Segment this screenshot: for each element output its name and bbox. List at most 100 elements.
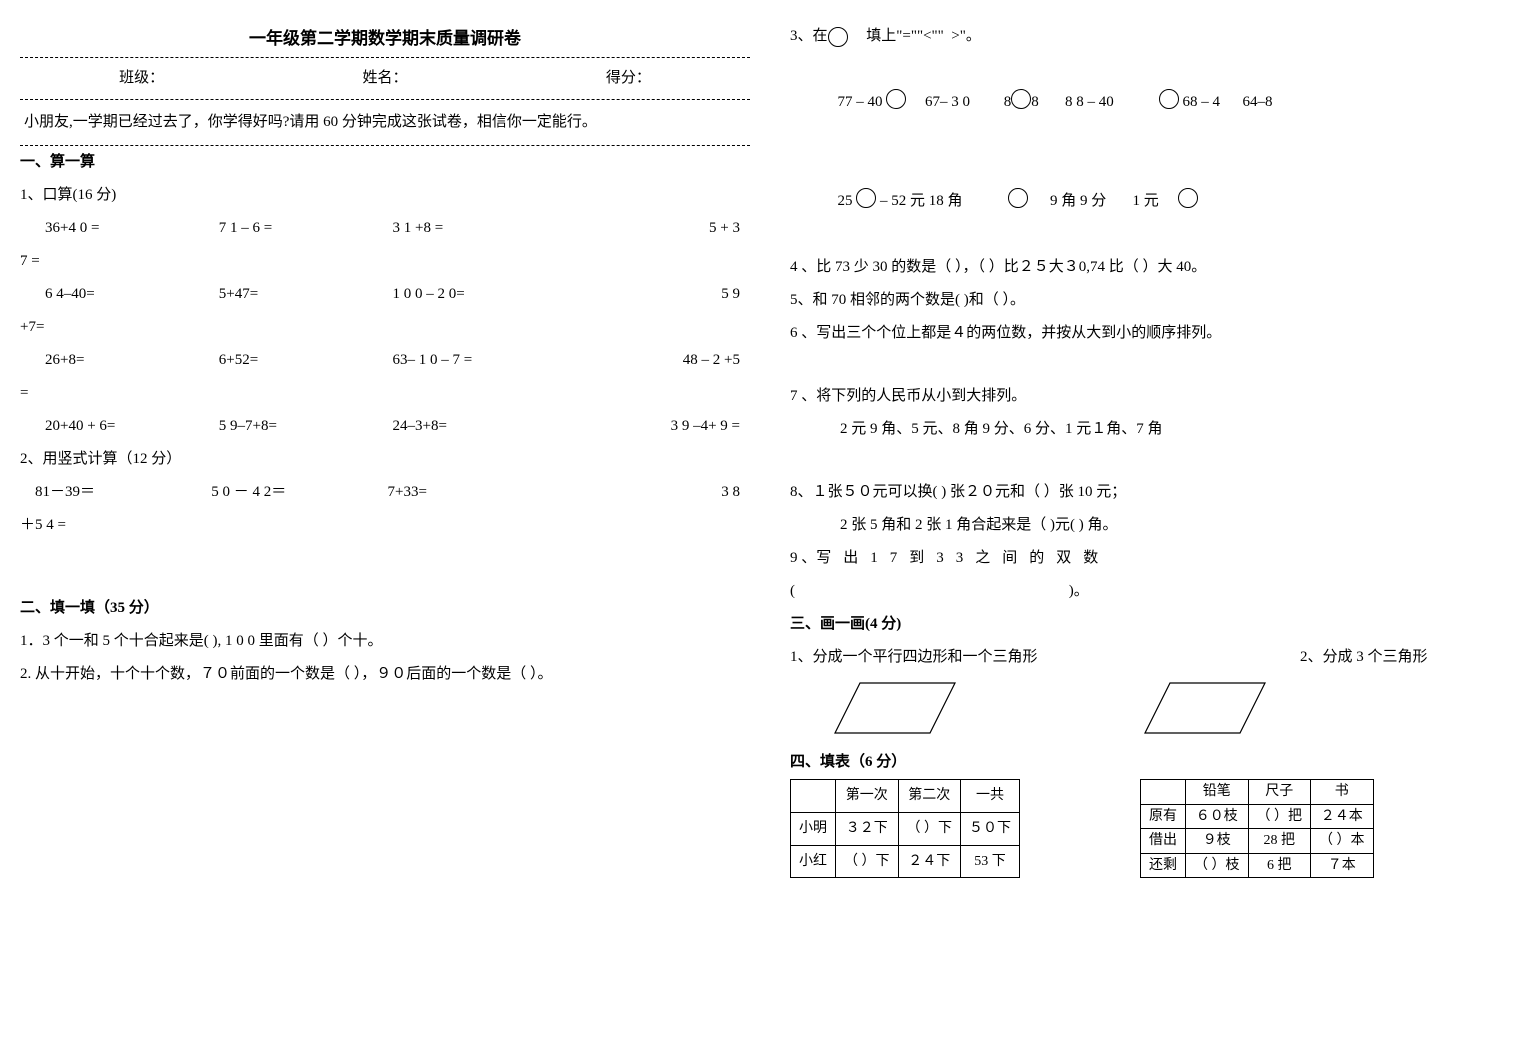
circle-icon <box>1159 89 1179 109</box>
table-cell <box>1141 780 1186 805</box>
calc-cell: 26+8= <box>20 344 219 377</box>
circle-icon <box>886 89 906 109</box>
section-4-heading: 四、填表（6 分） <box>790 746 1520 779</box>
table-cell: 尺子 <box>1248 780 1311 805</box>
calc-cell: 3 9 –4+ 9 = <box>566 410 750 443</box>
table-cell: 6 把 <box>1248 853 1311 878</box>
q5: 5、和 70 相邻的两个数是( )和（ ）。 <box>790 284 1520 317</box>
table-cell: 第一次 <box>836 780 899 813</box>
q3: 3、在 填上"=""<"" >"。 <box>790 20 1520 53</box>
q3-lead: 3、在 <box>790 28 828 44</box>
calc-cell: 36+4 0 = <box>20 212 219 245</box>
q8b: 2 张 5 角和 2 张 1 角合起来是（ )元( ) 角。 <box>790 509 1520 542</box>
table-cell: 28 把 <box>1248 829 1311 854</box>
table-cell: （ ）下 <box>898 812 961 845</box>
table-cell: ９枝 <box>1186 829 1249 854</box>
table-cell: 还剩 <box>1141 853 1186 878</box>
txt: 25 <box>838 193 857 209</box>
table-cell: 一共 <box>961 780 1020 813</box>
table-cell: 铅笔 <box>1186 780 1249 805</box>
calc-cell: = <box>20 377 750 410</box>
table-cell: 书 <box>1311 780 1374 805</box>
table-cell: ３２下 <box>836 812 899 845</box>
fill-q1: 1．3 个一和 5 个十合起来是( ), 1 0 0 里面有（ ）个十。 <box>20 625 750 658</box>
table-cell: 小红 <box>791 845 836 878</box>
table-cell: （ ）枝 <box>1186 853 1249 878</box>
vertical-calc-label: 2、用竖式计算（12 分） <box>20 443 750 476</box>
vert-cell: ＋5 4 = <box>20 509 750 542</box>
page-title: 一年级第二学期数学期末质量调研卷 <box>20 20 750 57</box>
txt: 9 、 <box>790 550 816 566</box>
vert-cell: 81－39＝ <box>20 476 211 509</box>
circle-icon <box>1011 89 1031 109</box>
table-cell: （ ）本 <box>1311 829 1374 854</box>
table-1: 第一次 第二次 一共 小明 ３２下 （ ）下 ５０下 小红 （ ）下 ２４下 5… <box>790 779 1020 878</box>
table-cell: ７本 <box>1311 853 1374 878</box>
q3-line-a: 77 – 40 67– 3 0 8 8 8 8 – 40 68 – 4 64–8 <box>790 53 1520 152</box>
table-cell: 原有 <box>1141 804 1186 829</box>
q8a: 8、１张５０元可以换( ) 张２０元和（ ）张 10 元； <box>790 476 1520 509</box>
calc-cell: 48 – 2 +5 <box>566 344 750 377</box>
calc-cell: 24–3+8= <box>393 410 567 443</box>
calc-cell: 5 9–7+8= <box>219 410 393 443</box>
table-2: 铅笔 尺子 书 原有 ６０枝 （ ）把 ２４本 借出 ９枝 28 把 （ ）本 <box>1140 779 1374 878</box>
calc-cell: 20+40 + 6= <box>20 410 219 443</box>
table-cell: ２４下 <box>898 845 961 878</box>
circle-icon <box>828 27 848 47</box>
calc-cell: 63– 1 0 – 7 = <box>393 344 567 377</box>
name-label: 姓名： <box>362 62 407 95</box>
txt: 67– 3 0 8 <box>906 94 1011 110</box>
trapezoid-icon <box>1140 678 1270 738</box>
calc-cell: 7 1 – 6 = <box>219 212 393 245</box>
info-header: 班级： 姓名： 得分： <box>20 57 750 100</box>
section-2-heading: 二、填一填（35 分） <box>20 592 750 625</box>
q1-label: 1、口算(16 分) <box>20 179 750 212</box>
q3-tail: 填上"=""<"" >"。 <box>848 28 981 44</box>
circle-icon <box>1008 188 1028 208</box>
table-cell: ５０下 <box>961 812 1020 845</box>
calc-cell: 5+47= <box>219 278 393 311</box>
q3-line-b: 25 – 52 元 18 角 9 角 9 分 1 元 <box>790 152 1520 251</box>
calc-cell: 1 0 0 – 2 0= <box>393 278 567 311</box>
vert-cell: 3 8 <box>564 476 750 509</box>
table-cell: ２４本 <box>1311 804 1374 829</box>
table-cell: （ ）把 <box>1248 804 1311 829</box>
circle-icon <box>1178 188 1198 208</box>
draw-q1: 1、分成一个平行四边形和一个三角形 <box>790 641 1300 674</box>
fill-q2: 2. 从十开始，十个十个数，７０前面的一个数是（ ），９０后面的一个数是（ ）。 <box>20 658 750 691</box>
q6: 6 、写出三个个位上都是４的两位数，并按从大到小的顺序排列。 <box>790 317 1520 350</box>
calc-cell: 6 4–40= <box>20 278 219 311</box>
table-cell: 小明 <box>791 812 836 845</box>
draw-q2: 2、分成 3 个三角形 <box>1300 641 1520 674</box>
calc-cell: 5 + 3 <box>566 212 750 245</box>
q7b: 2 元 9 角、5 元、8 角 9 分、6 分、1 元１角、7 角 <box>790 413 1520 446</box>
section-3-heading: 三、画一画(4 分) <box>790 608 1520 641</box>
calc-cell: +7= <box>20 311 750 344</box>
vert-cell: 7+33= <box>388 476 564 509</box>
table-cell: 53 下 <box>961 845 1020 878</box>
trapezoid-icon <box>830 678 960 738</box>
notice-text: 小朋友,一学期已经过去了，你学得好吗?请用 60 分钟完成这张试卷，相信你一定能… <box>20 100 750 146</box>
txt: 77 – 40 <box>838 94 887 110</box>
score-label: 得分： <box>606 62 651 95</box>
table-cell: ６０枝 <box>1186 804 1249 829</box>
table-cell: 第二次 <box>898 780 961 813</box>
circle-icon <box>856 188 876 208</box>
section-1-heading: 一、算一算 <box>20 146 750 179</box>
calc-cell: 6+52= <box>219 344 393 377</box>
table-cell <box>791 780 836 813</box>
calc-cell: 3 1 +8 = <box>393 212 567 245</box>
txt: – 52 元 18 角 <box>876 193 1007 209</box>
txt: 8 8 8 – 40 <box>1031 94 1159 110</box>
txt: 9 角 9 分 1 元 <box>1028 193 1178 209</box>
q9: 9 、写出17到33之间的双数 <box>790 542 1520 575</box>
vert-cell: 5 0 － 4 2＝ <box>211 476 387 509</box>
q7: 7 、将下列的人民币从小到大排列。 <box>790 380 1520 413</box>
txt: 写出17到33之间的双数 <box>816 550 1110 566</box>
table-cell: （ ）下 <box>836 845 899 878</box>
txt: 68 – 4 64–8 <box>1179 94 1273 110</box>
calc-cell: 5 9 <box>566 278 750 311</box>
q4: 4 、比 73 少 30 的数是（ ），（ ）比２５大３0,74 比（ ）大 4… <box>790 251 1520 284</box>
q9b: ( )。 <box>790 575 1520 608</box>
class-label: 班级： <box>119 62 164 95</box>
